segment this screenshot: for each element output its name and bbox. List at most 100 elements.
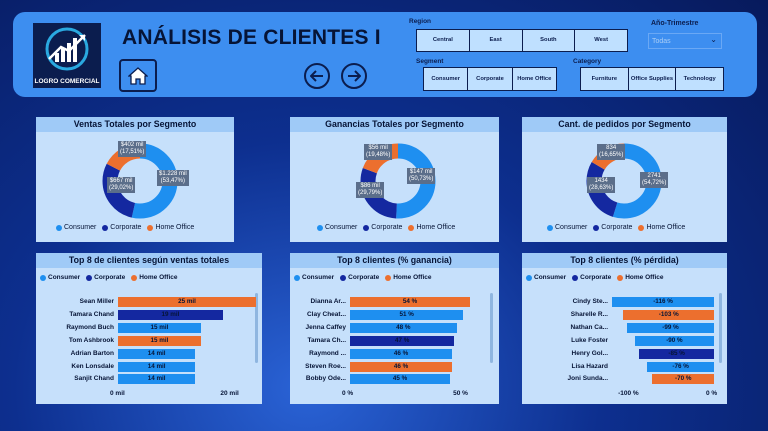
row-label: Nathan Ca... bbox=[570, 323, 608, 331]
year-quarter-dropdown[interactable]: Todas ⌄ bbox=[648, 33, 722, 49]
panel-title: Top 8 clientes (% ganancia) bbox=[290, 253, 499, 268]
bar-consumer[interactable]: 45 % bbox=[350, 374, 450, 385]
bar-home-office[interactable]: -103 % bbox=[623, 309, 714, 320]
legend-consumer: Consumer bbox=[40, 274, 80, 281]
region-option-west[interactable]: West bbox=[594, 37, 608, 44]
panel-title: Top 8 clientes (% pérdida) bbox=[522, 253, 727, 268]
bar-consumer[interactable]: 51 % bbox=[350, 309, 464, 320]
row-label: Jenna Caffey bbox=[305, 323, 346, 331]
slice-label-consumer: $1.228 mil (53,47%) bbox=[157, 170, 189, 186]
chart-legend: Consumer Corporate Home Office bbox=[317, 224, 455, 231]
row-label: Bobby Ode... bbox=[305, 375, 346, 383]
arrow-left-icon bbox=[310, 70, 323, 82]
row-label: Steven Roe... bbox=[305, 362, 346, 370]
bar-corporate[interactable]: 47 % bbox=[350, 335, 455, 346]
row-label: Tamara Ch... bbox=[307, 336, 346, 344]
bar-home-office[interactable]: 25 mil bbox=[118, 297, 256, 307]
bar-consumer[interactable]: -116 % bbox=[612, 297, 714, 307]
row-label: Sharelle R... bbox=[570, 310, 608, 318]
donut-slice-home-office[interactable] bbox=[360, 143, 436, 219]
legend-corporate: Corporate bbox=[572, 274, 611, 281]
bar-consumer[interactable]: 15 mil bbox=[118, 322, 201, 333]
home-button[interactable] bbox=[119, 59, 157, 92]
bar-home-office[interactable]: 15 mil bbox=[118, 335, 201, 346]
chevron-down-icon: ⌄ bbox=[710, 35, 717, 44]
chart-legend: Consumer Corporate Home Office bbox=[56, 224, 194, 231]
panel-title: Cant. de pedidos por Segmento bbox=[522, 117, 727, 132]
row-label: Henry Gol... bbox=[571, 349, 608, 357]
legend-consumer: Consumer bbox=[56, 224, 96, 231]
company-logo: LOGRO COMERCIAL bbox=[33, 23, 101, 88]
chart-legend: Consumer Corporate Home Office bbox=[526, 274, 664, 281]
bar-consumer[interactable]: 46 % bbox=[350, 348, 453, 359]
row-label: Joni Sunda... bbox=[567, 375, 608, 383]
bar-consumer[interactable]: 14 mil bbox=[118, 361, 196, 372]
bar-consumer[interactable]: -76 % bbox=[647, 361, 714, 372]
sales-by-segment-panel: Ventas Totales por Segmento $1.228 mil (5… bbox=[36, 117, 234, 242]
legend-consumer: Consumer bbox=[526, 274, 566, 281]
segment-label: Segment bbox=[416, 58, 444, 65]
row-label: Raymond ... bbox=[309, 349, 346, 357]
forward-button[interactable] bbox=[341, 63, 367, 89]
orders-by-segment-panel: Cant. de pedidos por Segmento 2741 (54,72… bbox=[522, 117, 727, 242]
legend-home-office: Home Office bbox=[638, 224, 685, 231]
category-option-furniture[interactable]: Furniture bbox=[581, 68, 629, 90]
row-label: Cindy Ste... bbox=[572, 298, 608, 305]
legend-corporate: Corporate bbox=[593, 224, 632, 231]
axis-tick-label: 20 mil bbox=[220, 390, 239, 397]
scrollbar[interactable] bbox=[719, 293, 722, 363]
panel-title: Top 8 de clientes según ventas totales bbox=[36, 253, 262, 268]
legend-corporate: Corporate bbox=[363, 224, 402, 231]
slice-label-home-office: $402 mil (17,51%) bbox=[118, 141, 147, 157]
bar-consumer[interactable]: 14 mil bbox=[118, 374, 196, 385]
scrollbar[interactable] bbox=[490, 293, 493, 363]
category-option-technology[interactable]: Technology bbox=[683, 75, 716, 82]
row-label: Adrian Barton bbox=[70, 349, 114, 357]
legend-home-office: Home Office bbox=[617, 274, 664, 281]
slice-label-home-office: 834 (16,65%) bbox=[597, 144, 626, 160]
logo-text: LOGRO COMERCIAL bbox=[34, 78, 100, 85]
arrow-right-icon bbox=[348, 70, 361, 82]
row-label: Raymond Buch bbox=[66, 323, 114, 331]
row-label: Clay Cheat... bbox=[306, 310, 346, 318]
scrollbar[interactable] bbox=[255, 293, 258, 363]
legend-consumer: Consumer bbox=[317, 224, 357, 231]
bar-consumer[interactable]: 48 % bbox=[350, 322, 457, 333]
segment-option-home-office[interactable]: Home Office bbox=[517, 75, 552, 82]
slice-label-corporate: $86 mil (29,79%) bbox=[356, 182, 385, 198]
legend-home-office: Home Office bbox=[385, 274, 432, 281]
row-label: Tamara Chand bbox=[69, 310, 114, 318]
page-title: ANÁLISIS DE CLIENTES I bbox=[122, 26, 381, 49]
bar-consumer[interactable]: -99 % bbox=[626, 322, 714, 333]
segment-option-consumer[interactable]: Consumer bbox=[424, 68, 469, 90]
slice-label-corporate: $667 mil (29,02%) bbox=[107, 177, 136, 193]
chart-legend: Consumer Corporate Home Office bbox=[547, 224, 685, 231]
region-slicer: Central East South West bbox=[416, 29, 628, 52]
row-label: Sean Miller bbox=[79, 298, 114, 305]
year-quarter-value: Todas bbox=[652, 37, 671, 45]
chart-legend: Consumer Corporate Home Office bbox=[294, 274, 432, 281]
legend-corporate: Corporate bbox=[340, 274, 379, 281]
bar-home-office[interactable]: -70 % bbox=[652, 374, 714, 385]
legend-corporate: Corporate bbox=[86, 274, 125, 281]
segment-option-corporate[interactable]: Corporate bbox=[468, 68, 513, 90]
bar-corporate[interactable]: 19 mil bbox=[118, 309, 223, 320]
category-option-office-supplies[interactable]: Office Supplies bbox=[629, 68, 677, 90]
donut-slice-corporate[interactable] bbox=[360, 143, 436, 219]
axis-tick-label: -100 % bbox=[618, 390, 639, 397]
region-option-central[interactable]: Central bbox=[417, 30, 470, 51]
region-option-east[interactable]: East bbox=[470, 30, 523, 51]
chart-legend: Consumer Corporate Home Office bbox=[40, 274, 178, 281]
legend-corporate: Corporate bbox=[102, 224, 141, 231]
bar-home-office[interactable]: 54 % bbox=[350, 297, 470, 307]
bar-corporate[interactable]: -85 % bbox=[639, 348, 714, 359]
bar-consumer[interactable]: 14 mil bbox=[118, 348, 196, 359]
row-label: Ken Lonsdale bbox=[71, 362, 114, 370]
row-label: Tom Ashbrook bbox=[68, 336, 114, 344]
row-label: Sanjit Chand bbox=[74, 375, 114, 383]
back-button[interactable] bbox=[304, 63, 330, 89]
region-option-south[interactable]: South bbox=[523, 30, 576, 51]
bar-consumer[interactable]: -90 % bbox=[634, 335, 714, 346]
bar-home-office[interactable]: 46 % bbox=[350, 361, 453, 372]
legend-home-office: Home Office bbox=[147, 224, 194, 231]
